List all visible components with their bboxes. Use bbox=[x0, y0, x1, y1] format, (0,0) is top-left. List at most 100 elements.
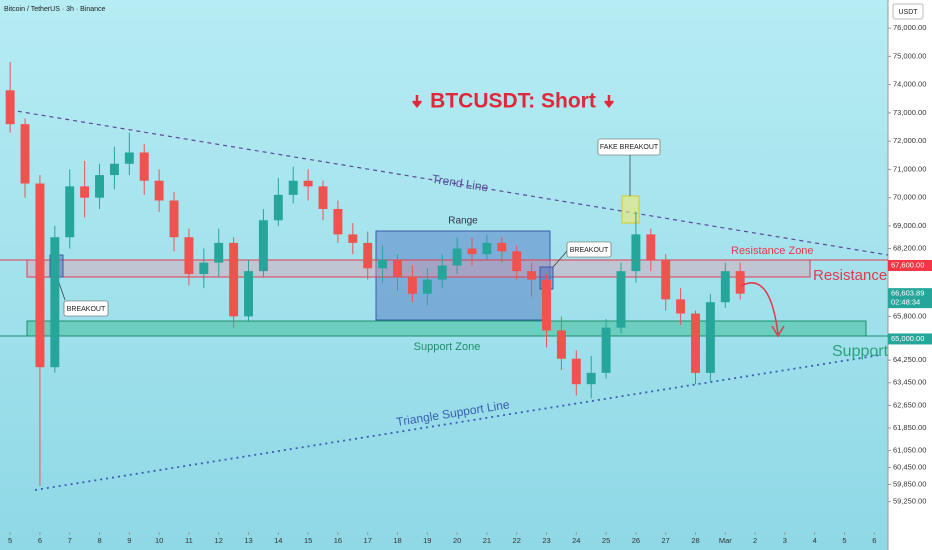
y-tick-label: 74,000.00 bbox=[893, 80, 926, 89]
y-tick-label: 75,000.00 bbox=[893, 51, 926, 60]
candle-body bbox=[318, 186, 328, 209]
x-tick-label: 25 bbox=[602, 536, 610, 545]
y-tick-label: 65,800.00 bbox=[893, 311, 926, 320]
y-tick-label: 76,000.00 bbox=[893, 23, 926, 32]
candle-body bbox=[139, 152, 149, 181]
price-tag-label: 65,000.00 bbox=[891, 334, 924, 343]
projection-arrowhead bbox=[771, 325, 785, 338]
candle-body bbox=[244, 271, 253, 317]
projection-arrow bbox=[740, 282, 779, 335]
candle-body bbox=[65, 186, 75, 238]
fake-breakout-marker bbox=[621, 195, 640, 224]
support-zone-label: Support Zone bbox=[414, 341, 481, 353]
candle-body bbox=[80, 186, 90, 198]
candle-body bbox=[661, 259, 671, 300]
price-tag-label: 66,603.89 bbox=[891, 289, 924, 298]
y-tick-label: 61,850.00 bbox=[893, 423, 926, 432]
callout-box bbox=[597, 138, 661, 156]
x-tick-label: 5 bbox=[8, 536, 12, 545]
x-tick-label: 21 bbox=[483, 536, 491, 545]
candle-body bbox=[676, 299, 686, 314]
resistance-zone-label: Resistance Zone bbox=[731, 245, 814, 257]
candle-body bbox=[586, 372, 596, 385]
callout-box bbox=[63, 300, 109, 317]
arrow-icon bbox=[412, 95, 422, 109]
candle-body bbox=[571, 358, 581, 385]
candle-body bbox=[407, 276, 417, 294]
candle-body bbox=[735, 271, 745, 294]
x-tick-label: 13 bbox=[244, 536, 252, 545]
candle-body bbox=[303, 180, 313, 187]
y-tick-label: 73,000.00 bbox=[893, 108, 926, 117]
candle-body bbox=[109, 163, 119, 176]
currency-box bbox=[892, 3, 924, 20]
x-tick-label: 12 bbox=[215, 536, 223, 545]
y-tick-label: 61,050.00 bbox=[893, 446, 926, 455]
x-tick-label: 10 bbox=[155, 536, 163, 545]
x-tick-label: 15 bbox=[304, 536, 312, 545]
range-label: Range bbox=[448, 216, 478, 227]
y-tick-label: 68,200.00 bbox=[893, 244, 926, 253]
y-tick-label: 70,000.00 bbox=[893, 193, 926, 202]
x-tick-label: 28 bbox=[691, 536, 699, 545]
price-tag bbox=[888, 259, 932, 271]
candle-body bbox=[646, 234, 656, 260]
range-box bbox=[375, 230, 551, 321]
x-tick-label: 5 bbox=[842, 536, 846, 545]
resistance-zone bbox=[26, 259, 811, 278]
candle-body bbox=[556, 330, 566, 359]
candle-body bbox=[422, 279, 432, 294]
triangle-support-line bbox=[34, 354, 881, 491]
candle-body bbox=[348, 234, 358, 243]
x-tick-label: 8 bbox=[97, 536, 101, 545]
x-tick-label: 14 bbox=[274, 536, 282, 545]
x-tick-label: 16 bbox=[334, 536, 342, 545]
candle-body bbox=[691, 313, 700, 373]
candle-body bbox=[378, 259, 388, 269]
y-tick-label: 69,000.00 bbox=[893, 221, 926, 230]
candle-body bbox=[720, 271, 730, 303]
x-tick-label: 4 bbox=[813, 536, 817, 545]
price-tag-label: 67,600.00 bbox=[891, 260, 924, 269]
x-tick-label: 9 bbox=[127, 536, 131, 545]
x-tick-label: 3 bbox=[783, 536, 787, 545]
x-tick-label: 7 bbox=[68, 536, 72, 545]
resistance-label: Resistance bbox=[813, 267, 887, 284]
candle-body bbox=[497, 242, 507, 252]
x-tick-label: 6 bbox=[872, 536, 876, 545]
chart-title: BTCUSDT: Short bbox=[430, 90, 596, 113]
candle-body bbox=[20, 124, 30, 184]
price-axis bbox=[888, 0, 932, 550]
x-tick-label: 18 bbox=[393, 536, 401, 545]
candle-body bbox=[50, 237, 60, 368]
y-tick-label: 63,450.00 bbox=[893, 378, 926, 387]
candle-body bbox=[542, 279, 551, 331]
candle-body bbox=[393, 259, 402, 277]
candle-body bbox=[631, 234, 641, 272]
x-tick-label: 11 bbox=[185, 536, 193, 545]
candle-body bbox=[482, 242, 492, 255]
x-tick-label: 20 bbox=[453, 536, 461, 545]
y-tick-label: 59,250.00 bbox=[893, 496, 926, 505]
x-tick-label: 22 bbox=[513, 536, 521, 545]
countdown: 02:48:34 bbox=[891, 298, 920, 307]
currency: USDT bbox=[898, 9, 918, 16]
price-tag bbox=[888, 288, 932, 309]
candle-body bbox=[169, 200, 179, 238]
x-tick-label: 19 bbox=[423, 536, 431, 545]
candle-body bbox=[616, 271, 626, 328]
y-tick-label: 72,000.00 bbox=[893, 136, 926, 145]
support-zone bbox=[26, 320, 867, 337]
candle-body bbox=[512, 251, 522, 272]
candle-body bbox=[288, 180, 298, 195]
candle-body bbox=[467, 248, 477, 255]
callout-line bbox=[552, 249, 569, 268]
y-tick-label: 71,000.00 bbox=[893, 164, 926, 173]
candle-body bbox=[437, 265, 447, 280]
x-tick-label: 17 bbox=[364, 536, 372, 545]
candle-body bbox=[214, 242, 224, 263]
x-tick-label: 24 bbox=[572, 536, 580, 545]
candle-body bbox=[601, 327, 611, 373]
callout-text: FAKE BREAKOUT bbox=[600, 144, 659, 151]
